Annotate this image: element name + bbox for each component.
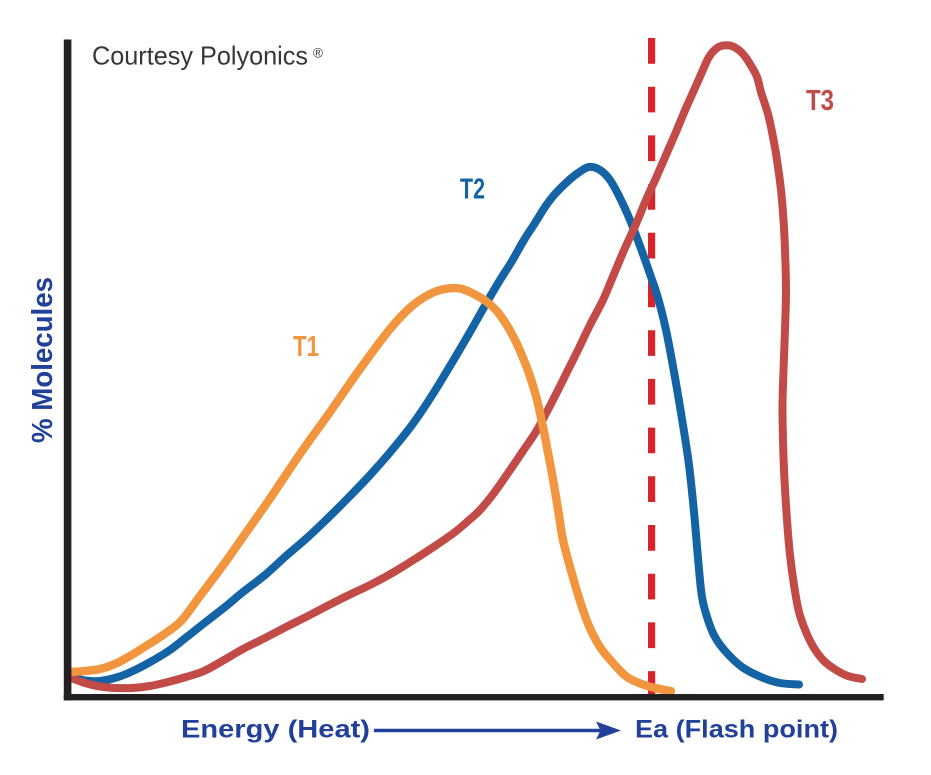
svg-text:T3: T3 [806, 85, 834, 117]
svg-text:T2: T2 [460, 174, 485, 206]
svg-text:Energy (Heat): Energy (Heat) [181, 716, 370, 744]
svg-text:Courtesy Polyonics: Courtesy Polyonics [92, 41, 308, 71]
svg-text:Ea (Flash point): Ea (Flash point) [635, 716, 838, 744]
svg-text:% Molecules: % Molecules [27, 277, 59, 443]
svg-text:T1: T1 [293, 331, 319, 363]
svg-text:®: ® [313, 46, 323, 61]
